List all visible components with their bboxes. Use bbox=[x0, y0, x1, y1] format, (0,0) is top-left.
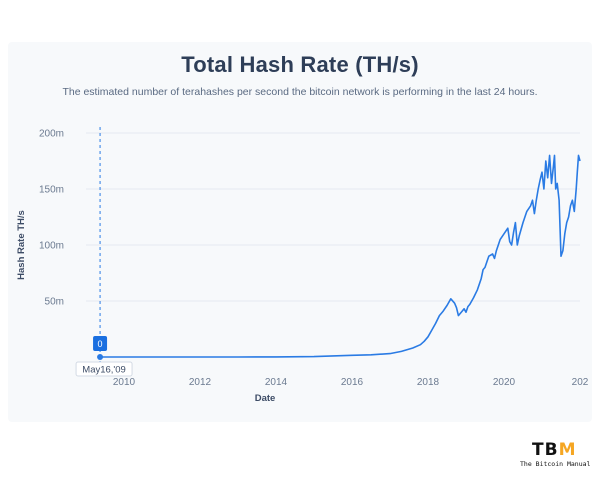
y-tick-label: 150m bbox=[39, 185, 64, 196]
x-tick-label: 2012 bbox=[189, 377, 212, 388]
tooltip-value: 0 bbox=[98, 339, 103, 349]
x-axis-ticks: 2010 2012 2014 2016 2018 2020 202 bbox=[113, 377, 589, 388]
x-tick-label: 202 bbox=[572, 377, 589, 388]
x-tick-label: 2010 bbox=[113, 377, 136, 388]
logo-mark: TBM bbox=[532, 440, 577, 460]
y-axis-title: Hash Rate TH/s bbox=[16, 210, 27, 280]
tooltip-date-box bbox=[75, 361, 133, 377]
tooltip-date: May16,'09 bbox=[82, 365, 126, 376]
series-line[interactable] bbox=[100, 154, 581, 358]
x-axis-title: Date bbox=[255, 393, 276, 404]
tooltip: 0 May16,'09 bbox=[75, 336, 133, 377]
tooltip-point bbox=[97, 354, 104, 360]
chart-title: Total Hash Rate (TH/s) bbox=[181, 52, 419, 77]
x-tick-label: 2016 bbox=[341, 377, 364, 388]
grid-lines bbox=[86, 132, 580, 302]
y-tick-label: 200m bbox=[39, 129, 64, 140]
y-tick-label: 100m bbox=[39, 241, 64, 252]
x-tick-label: 2014 bbox=[265, 377, 288, 388]
tooltip-value-box bbox=[93, 336, 108, 351]
x-tick-label: 2018 bbox=[417, 377, 440, 388]
tbm-logo: TBM The Bitcoin Manual bbox=[520, 440, 598, 472]
y-tick-label: 50m bbox=[45, 297, 64, 308]
chart-card bbox=[8, 42, 592, 422]
x-tick-label: 2020 bbox=[493, 377, 516, 388]
y-axis-ticks: 50m 100m 150m 200m bbox=[39, 129, 64, 308]
logo-tagline: The Bitcoin Manual bbox=[520, 460, 591, 468]
chart-subtitle: The estimated number of terahashes per s… bbox=[62, 86, 538, 98]
